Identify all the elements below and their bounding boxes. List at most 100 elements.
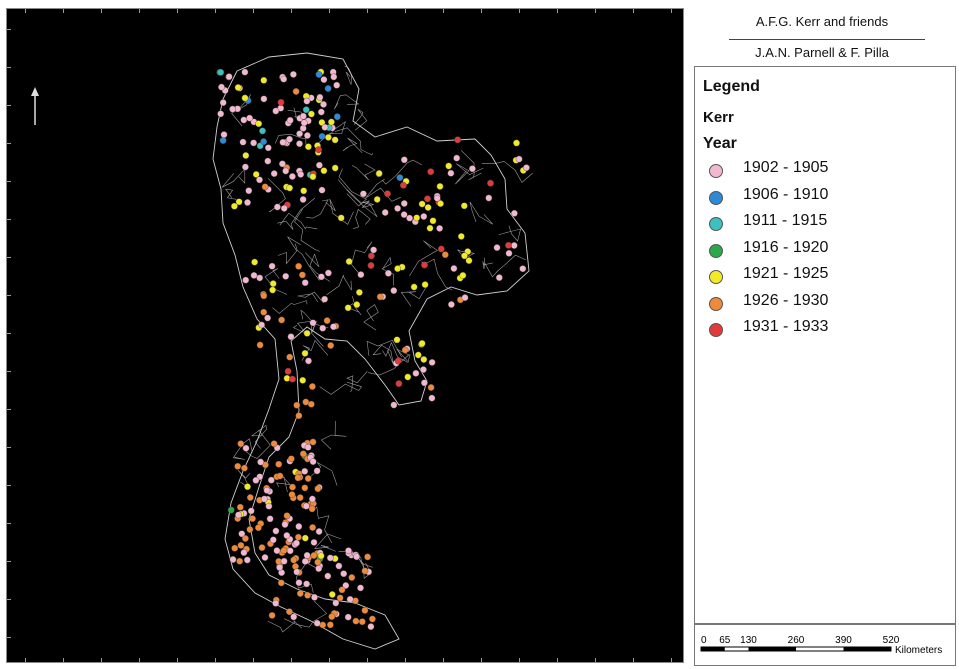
specimen-dot[interactable] [289, 71, 297, 78]
specimen-dot[interactable] [314, 485, 322, 493]
specimen-dot[interactable] [390, 287, 398, 294]
specimen-dot[interactable] [305, 357, 312, 365]
specimen-dot[interactable] [441, 251, 449, 259]
specimen-dot[interactable] [237, 440, 245, 448]
specimen-dot[interactable] [284, 367, 292, 375]
specimen-dot[interactable] [289, 483, 296, 491]
specimen-dot[interactable] [324, 133, 332, 141]
specimen-dot[interactable] [235, 511, 242, 519]
specimen-dot[interactable] [286, 184, 293, 192]
specimen-dot[interactable] [299, 196, 307, 203]
specimen-dot[interactable] [302, 106, 310, 114]
specimen-dot[interactable] [401, 346, 409, 354]
specimen-dot[interactable] [333, 113, 341, 121]
specimen-dot[interactable] [241, 94, 249, 102]
specimen-dot[interactable] [303, 97, 311, 105]
specimen-dot[interactable] [278, 316, 285, 324]
specimen-dot[interactable] [288, 491, 296, 498]
specimen-dot[interactable] [333, 81, 341, 89]
specimen-dot[interactable] [241, 535, 249, 542]
specimen-dot[interactable] [400, 156, 408, 164]
specimen-dot[interactable] [244, 483, 251, 491]
specimen-dot[interactable] [384, 190, 391, 198]
specimen-dot[interactable] [293, 539, 300, 547]
specimen-dot[interactable] [337, 214, 345, 222]
specimen-dot[interactable] [437, 245, 445, 253]
specimen-dot[interactable] [231, 544, 239, 552]
specimen-dot[interactable] [340, 570, 348, 578]
specimen-dot[interactable] [327, 118, 335, 126]
specimen-dot[interactable] [242, 152, 250, 159]
specimen-dot[interactable] [260, 138, 268, 146]
specimen-dot[interactable] [324, 269, 332, 277]
specimen-dot[interactable] [315, 146, 322, 154]
specimen-dot[interactable] [330, 73, 338, 81]
specimen-dot[interactable] [445, 162, 453, 170]
specimen-dot[interactable] [436, 224, 443, 232]
specimen-dot[interactable] [412, 369, 420, 377]
specimen-dot[interactable] [236, 503, 244, 511]
specimen-dot[interactable] [280, 547, 288, 554]
specimen-dot[interactable] [296, 130, 303, 138]
specimen-dot[interactable] [300, 119, 308, 127]
specimen-dot[interactable] [447, 169, 455, 177]
specimen-dot[interactable] [256, 274, 264, 282]
specimen-dot[interactable] [259, 127, 266, 135]
specimen-dot[interactable] [230, 202, 238, 210]
specimen-dot[interactable] [278, 160, 286, 168]
specimen-dot[interactable] [309, 173, 317, 181]
specimen-dot[interactable] [454, 136, 462, 144]
specimen-dot[interactable] [283, 532, 291, 539]
specimen-dot[interactable] [236, 557, 244, 565]
specimen-dot[interactable] [264, 157, 272, 165]
specimen-dot[interactable] [255, 120, 263, 128]
specimen-dot[interactable] [318, 133, 326, 140]
specimen-dot[interactable] [302, 502, 310, 510]
specimen-dot[interactable] [272, 107, 280, 115]
specimen-dot[interactable] [428, 394, 436, 402]
specimen-dot[interactable] [301, 484, 309, 492]
specimen-dot[interactable] [264, 144, 272, 152]
specimen-dot[interactable] [260, 76, 268, 84]
specimen-dot[interactable] [301, 279, 309, 287]
specimen-dot[interactable] [288, 173, 296, 180]
specimen-dot[interactable] [241, 68, 249, 76]
specimen-dot[interactable] [297, 170, 305, 178]
specimen-dot[interactable] [299, 376, 307, 384]
specimen-dot[interactable] [295, 579, 303, 587]
specimen-dot[interactable] [404, 373, 412, 381]
specimen-dot[interactable] [225, 73, 233, 81]
specimen-dot[interactable] [331, 136, 339, 144]
specimen-dot[interactable] [299, 112, 307, 120]
specimen-dot[interactable] [240, 464, 248, 472]
specimen-dot[interactable] [419, 366, 427, 373]
specimen-dot[interactable] [293, 401, 301, 409]
specimen-dot[interactable] [246, 494, 254, 501]
specimen-dot[interactable] [461, 294, 469, 301]
specimen-dot[interactable] [243, 556, 251, 564]
specimen-dot[interactable] [324, 572, 332, 580]
specimen-dot[interactable] [394, 357, 402, 365]
specimen-dot[interactable] [427, 168, 435, 176]
specimen-dot[interactable] [304, 443, 312, 451]
specimen-dot[interactable] [256, 176, 263, 184]
specimen-dot[interactable] [335, 562, 343, 570]
specimen-dot[interactable] [219, 137, 227, 144]
specimen-dot[interactable] [272, 599, 280, 607]
specimen-dot[interactable] [426, 224, 434, 232]
specimen-dot[interactable] [310, 539, 318, 546]
specimen-dot[interactable] [344, 613, 352, 621]
specimen-dot[interactable] [336, 594, 344, 602]
specimen-dot[interactable] [318, 186, 326, 194]
specimen-dot[interactable] [315, 528, 323, 535]
specimen-dot[interactable] [218, 83, 225, 91]
specimen-dot[interactable] [269, 286, 276, 294]
specimen-dot[interactable] [217, 68, 225, 76]
specimen-dot[interactable] [301, 467, 309, 475]
specimen-dot[interactable] [252, 476, 260, 484]
specimen-dot[interactable] [353, 553, 360, 561]
specimen-dot[interactable] [294, 533, 302, 541]
specimen-dot[interactable] [345, 547, 352, 555]
specimen-dot[interactable] [429, 217, 437, 225]
specimen-dot[interactable] [238, 530, 246, 538]
